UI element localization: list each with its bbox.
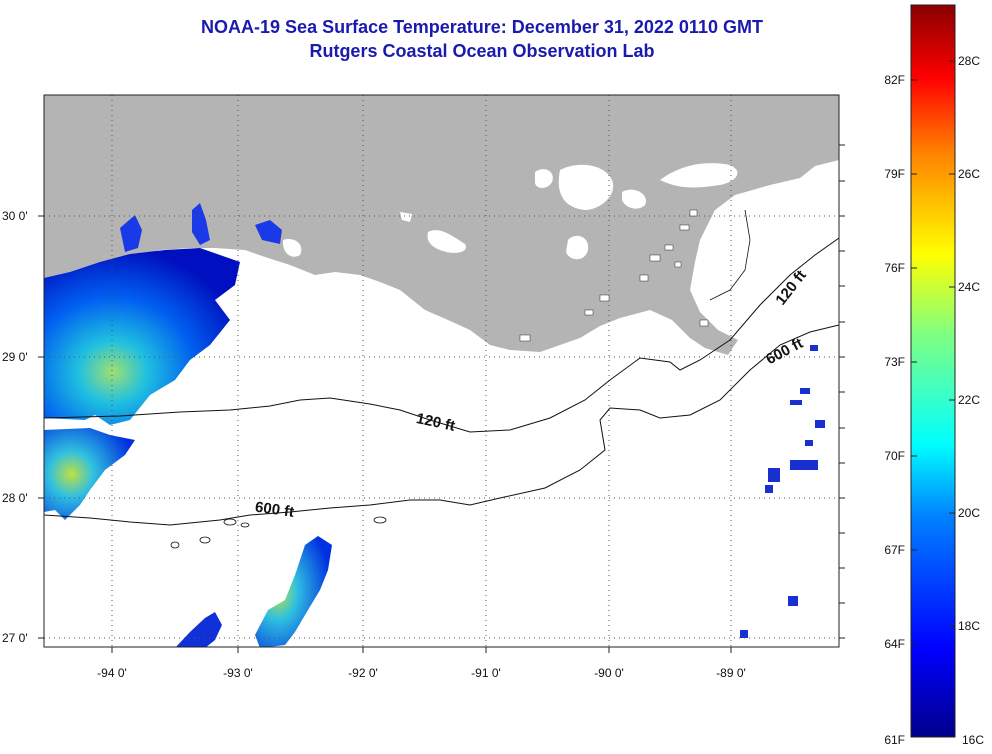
lake-shape: [660, 163, 738, 188]
graticule: [44, 95, 839, 647]
sst-patch-west: [44, 248, 240, 425]
map-frame: [43, 94, 840, 648]
lat-label: 30 0': [2, 209, 28, 223]
land-mass: [44, 95, 839, 355]
frame-ticks: [38, 144, 845, 653]
colorbar-label-c: 16C: [962, 733, 984, 747]
colorbar-ticks: [911, 60, 955, 645]
lon-label: -91 0': [471, 666, 501, 680]
map-subtitle: Rutgers Coastal Ocean Observation Lab: [309, 41, 655, 61]
lake-shape: [535, 169, 553, 188]
colorbar-label-f: 64F: [884, 637, 905, 651]
colorbar-label-f: 73F: [884, 355, 905, 369]
lake-shape: [282, 239, 302, 257]
lake-shape: [427, 230, 466, 253]
lon-label: -94 0': [97, 666, 127, 680]
contour-label-600: 600 ft: [254, 499, 295, 521]
colorbar-label-f: 61F: [884, 733, 905, 747]
colorbar-label-c: 20C: [958, 506, 980, 520]
contour-120ft: [44, 237, 839, 433]
colorbar: [910, 4, 956, 738]
sst-patch-south: [255, 536, 332, 647]
colorbar-label-f: 70F: [884, 449, 905, 463]
map-title: NOAA-19 Sea Surface Temperature: Decembe…: [201, 17, 763, 37]
colorbar-label-c: 24C: [958, 280, 980, 294]
lat-label: 28 0': [2, 491, 28, 505]
sst-patch-inland: [192, 203, 210, 245]
colorbar-label-f: 67F: [884, 543, 905, 557]
lake-shape: [566, 235, 589, 260]
lon-label: -93 0': [223, 666, 253, 680]
colorbar-label-f: 79F: [884, 167, 905, 181]
contour-600ft: [44, 324, 839, 526]
lon-label: -89 0': [716, 666, 746, 680]
contour-islands: [170, 516, 387, 549]
lake-shape: [558, 164, 614, 210]
sst-patch-south: [175, 612, 222, 647]
colorbar-label-c: 28C: [958, 54, 980, 68]
sst-patch-inland: [120, 215, 142, 252]
colorbar-label-f: 82F: [884, 73, 905, 87]
sst-speckle-east: [740, 345, 825, 638]
lake-shape: [622, 189, 646, 209]
lat-label: 29 0': [2, 350, 28, 364]
colorbar-label-c: 26C: [958, 167, 980, 181]
lake-shape: [400, 212, 412, 222]
contour-inland: [709, 209, 751, 301]
colorbar-label-f: 76F: [884, 261, 905, 275]
lon-label: -90 0': [594, 666, 624, 680]
colorbar-label-c: 18C: [958, 619, 980, 633]
lat-label: 27 0': [2, 631, 28, 645]
colorbar-label-c: 22C: [958, 393, 980, 407]
lon-label: -92 0': [348, 666, 378, 680]
sst-patch-inland: [255, 220, 282, 244]
marsh-detail: [519, 209, 709, 342]
